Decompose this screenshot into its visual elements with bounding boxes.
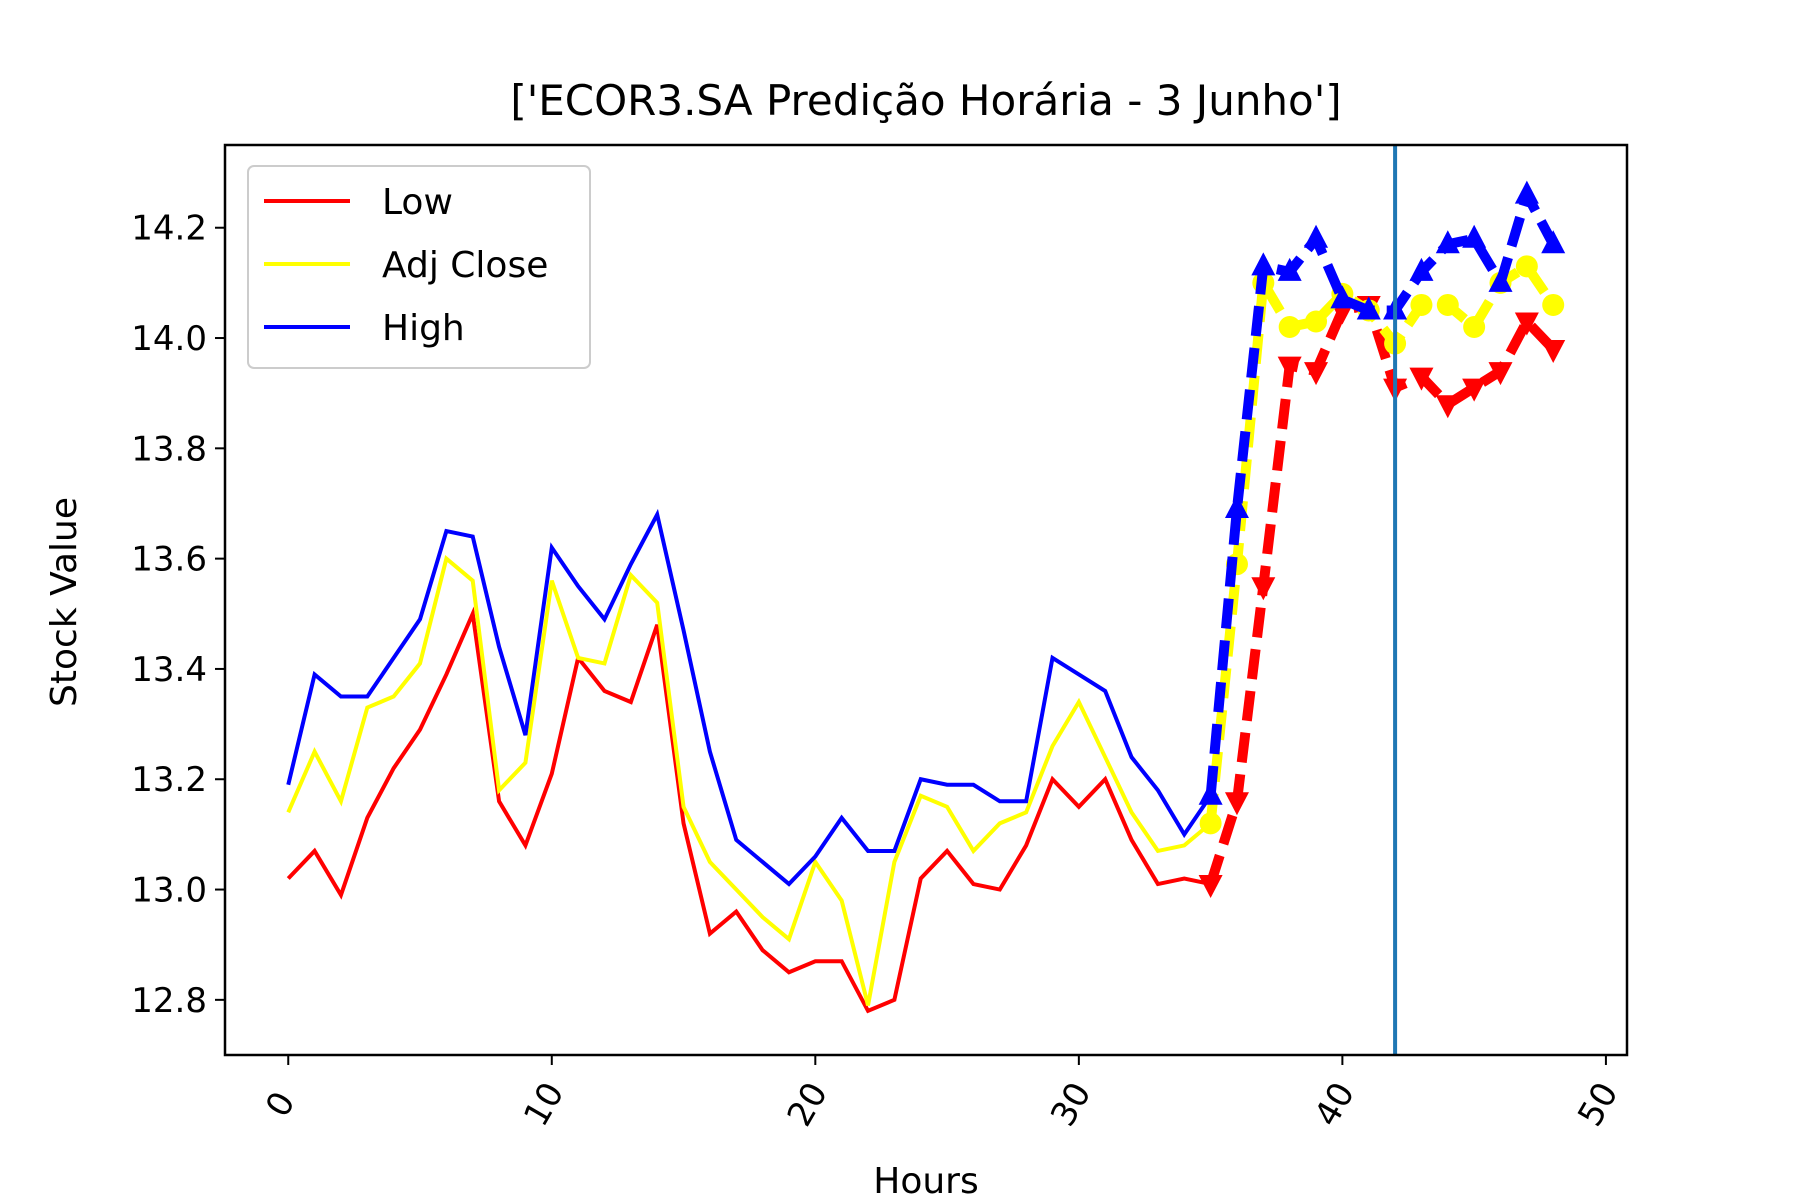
legend-label: High: [382, 308, 465, 349]
prediction-point-high: [1330, 285, 1355, 309]
legend-label: Adj Close: [382, 245, 548, 286]
series-line-adj-close: [286, 555, 1212, 1006]
prediction-point-adj-close: [1278, 316, 1301, 338]
prediction-point-low: [1462, 378, 1487, 402]
y-tick-label: 14.0: [131, 319, 207, 359]
y-tick-label: 12.8: [131, 981, 207, 1021]
prediction-point-adj-close: [1436, 293, 1459, 316]
prediction-point-high: [1409, 257, 1434, 281]
legend-label: Low: [382, 182, 453, 223]
prediction-point-high: [1304, 224, 1329, 248]
prediction-point-low: [1251, 577, 1276, 601]
y-axis-label: Stock Value: [44, 497, 85, 707]
y-tick-label: 14.2: [131, 209, 207, 249]
prediction-point-high: [1224, 495, 1249, 518]
prediction-point-low: [1277, 356, 1302, 380]
prediction-point-adj-close: [1463, 316, 1486, 338]
prediction-point-high: [1198, 781, 1223, 805]
prediction-point-adj-close: [1199, 812, 1222, 835]
prediction-point-adj-close: [1410, 293, 1433, 316]
prediction-point-adj-close: [1515, 255, 1538, 278]
prediction-point-high: [1251, 252, 1276, 276]
plot-area: [286, 145, 1566, 1055]
y-tick-label: 13.6: [131, 540, 207, 580]
prediction-point-low: [1224, 792, 1249, 816]
y-tick-label: 13.8: [131, 429, 207, 469]
prediction-point-high: [1462, 224, 1487, 248]
series-line-high: [286, 508, 1213, 887]
prediction-point-adj-close: [1305, 310, 1328, 333]
prediction-point-low: [1514, 312, 1539, 336]
x-axis-label: Hours: [873, 1161, 978, 1200]
y-tick-label: 13.2: [131, 760, 207, 800]
prediction-point-adj-close: [1542, 293, 1565, 316]
prediction-point-high: [1541, 230, 1566, 254]
prediction-point-high: [1435, 230, 1460, 254]
prediction-point-low: [1488, 362, 1513, 386]
prediction-point-high: [1277, 257, 1302, 281]
prediction-point-low: [1409, 367, 1434, 391]
plot-frame: [223, 143, 1629, 1057]
prediction-point-low: [1541, 340, 1566, 364]
prediction-point-high: [1514, 180, 1539, 204]
prediction-point-low: [1304, 362, 1329, 386]
y-tick-label: 13.4: [131, 650, 207, 690]
prediction-point-low: [1435, 395, 1460, 419]
prediction-point-high: [1356, 296, 1381, 320]
legend-box: [247, 165, 591, 369]
series-line-low: [286, 606, 1212, 1014]
prediction-point-low: [1198, 875, 1223, 899]
prediction-point-high: [1488, 268, 1513, 292]
chart-title: ['ECOR3.SA Predição Horária - 3 Junho']: [510, 76, 1341, 125]
y-tick-label: 13.0: [131, 871, 207, 911]
